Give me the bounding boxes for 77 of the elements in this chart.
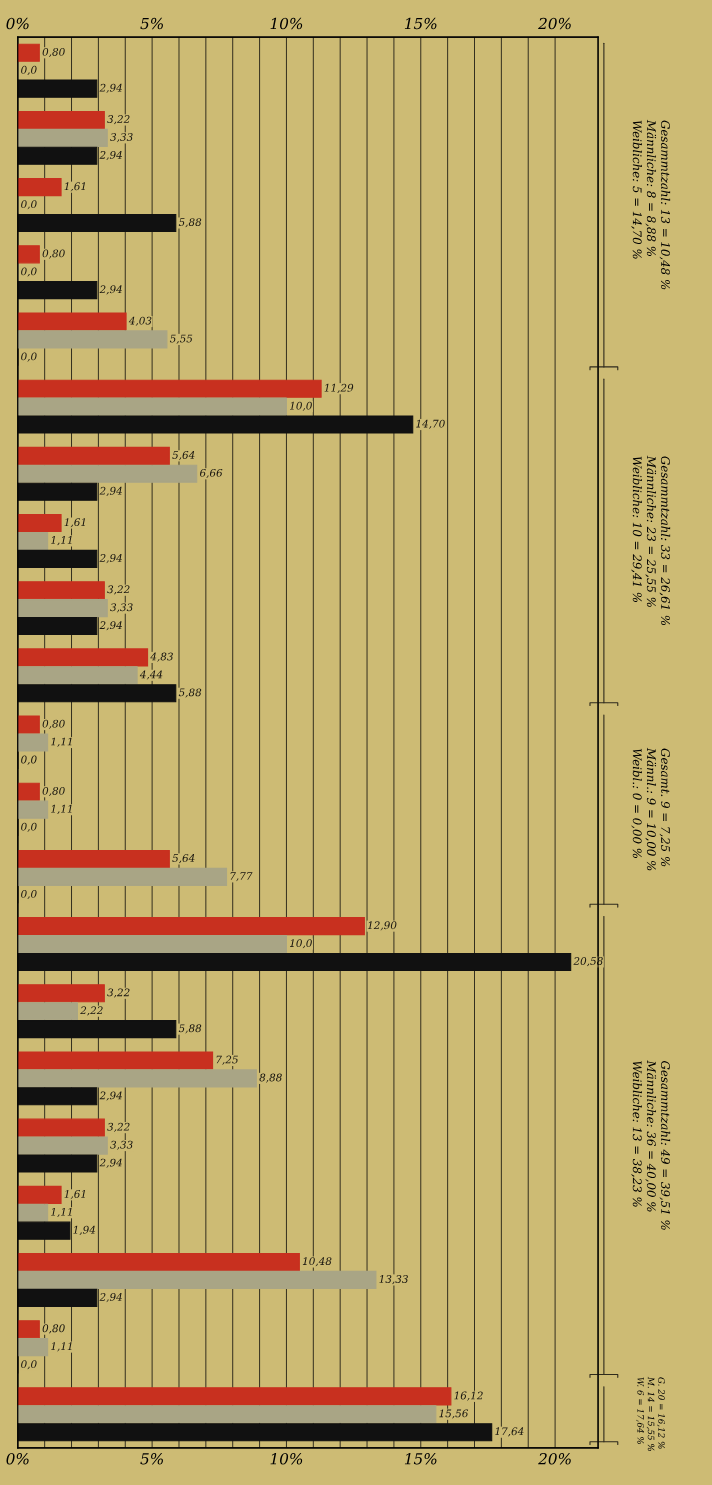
x-tick-label: 15% [404, 1453, 437, 1465]
data-label: 15,56 [439, 1409, 469, 1419]
data-label: 3,22 [107, 1122, 130, 1132]
data-label: 0,0 [21, 352, 37, 362]
data-label: 2,94 [99, 554, 122, 564]
data-label: 0,80 [42, 786, 65, 797]
data-label: 10,0 [289, 401, 312, 411]
data-label: 5,64 [172, 451, 195, 461]
data-label: 3,22 [107, 115, 130, 125]
data-label: 3,33 [110, 1140, 133, 1150]
data-label: 1,11 [51, 1342, 72, 1352]
data-label: 13,33 [379, 1275, 408, 1285]
data-label: 10,48 [302, 1257, 332, 1267]
data-label: 0,0 [21, 755, 37, 765]
data-label: 0,80 [42, 249, 65, 259]
data-label: 7,25 [216, 1055, 238, 1065]
data-label: 1,94 [73, 1225, 96, 1235]
data-label: 2,94 [99, 486, 122, 496]
text: Gesammtzahl: 33 = 26,61 % Männliche: 23 = 25,55 % Weibliche: 10 = 29,41 % [631, 455, 671, 626]
data-label: 5,55 [169, 334, 193, 344]
data-label: 12,90 [367, 921, 397, 931]
data-label: 3,22 [107, 585, 130, 595]
data-label: 0,80 [42, 1324, 65, 1334]
data-label: 0,0 [21, 65, 37, 76]
data-label: 1,11 [51, 737, 72, 747]
x2-tick-label: 0% [6, 17, 29, 30]
data-label: 3,22 [107, 988, 130, 998]
data-label: 4,03 [128, 316, 152, 326]
data-label: 5,88 [178, 218, 202, 228]
data-label: 7,77 [230, 872, 253, 882]
data-label: 5,88 [178, 688, 202, 698]
x-tick-label: 0% [6, 1453, 29, 1465]
data-label: 1,61 [64, 1189, 85, 1200]
data-label: 0,0 [21, 267, 37, 277]
data-label: 1,61 [64, 518, 85, 528]
text: Gesammtzahl: 13 = 10,48 % Männliche: 8 = 8,88 % Weibliche: 5 = 14,70 % [631, 119, 671, 290]
x2-tick-label: 15% [404, 17, 437, 30]
data-label: 2,94 [99, 1091, 122, 1101]
data-label: 2,22 [80, 1006, 103, 1016]
data-label: 0,0 [21, 1360, 37, 1370]
data-label: 2,94 [99, 83, 122, 93]
data-label: 11,29 [324, 383, 354, 393]
text: G. 20 = 16,12 % M. 14 = 15,55 % W. 6 = 17,64 % [636, 1376, 665, 1451]
data-label: 1,61 [64, 182, 85, 192]
text: Gesamt. 9 = 7,25 % Männl.: 9 = 10,00 % Weibl.: 0 = 0,00 % [631, 747, 670, 871]
data-label: 6,66 [200, 468, 223, 479]
data-label: 16,12 [454, 1391, 483, 1401]
data-label: 1,11 [51, 804, 72, 814]
x2-tick-label: 10% [270, 17, 303, 30]
data-label: 2,94 [99, 1292, 122, 1303]
data-label: 1,11 [51, 536, 72, 546]
data-label: 3,33 [110, 603, 133, 613]
data-label: 14,70 [416, 419, 445, 429]
x-tick-label: 5% [140, 1453, 163, 1465]
data-label: 0,0 [21, 822, 37, 832]
data-label: 3,33 [110, 133, 133, 143]
data-label: 5,64 [172, 854, 195, 864]
data-label: 2,94 [99, 621, 122, 631]
x-tick-label: 20% [538, 1453, 571, 1465]
data-label: 4,44 [139, 670, 163, 680]
data-label: 1,11 [51, 1207, 72, 1218]
data-label: 2,94 [99, 285, 122, 295]
data-label: 0,0 [21, 200, 37, 210]
data-label: 0,0 [21, 889, 37, 900]
data-label: 0,80 [42, 719, 65, 729]
data-label: 17,64 [495, 1427, 524, 1437]
text: Gesammtzahl: 49 = 39,51 % Männliche: 36 = 40,00 % Weibliche: 13 = 38,23 % [631, 1060, 671, 1230]
x2-tick-label: 20% [538, 17, 571, 30]
data-label: 2,94 [99, 1158, 122, 1168]
data-label: 2,94 [99, 150, 122, 161]
data-label: 10,0 [289, 939, 312, 949]
x-tick-label: 10% [270, 1453, 303, 1465]
data-label: 8,88 [259, 1073, 282, 1083]
x2-tick-label: 5% [140, 17, 163, 30]
data-label: 4,83 [150, 652, 173, 662]
data-label: 5,88 [178, 1024, 202, 1034]
data-label: 0,80 [42, 47, 65, 58]
